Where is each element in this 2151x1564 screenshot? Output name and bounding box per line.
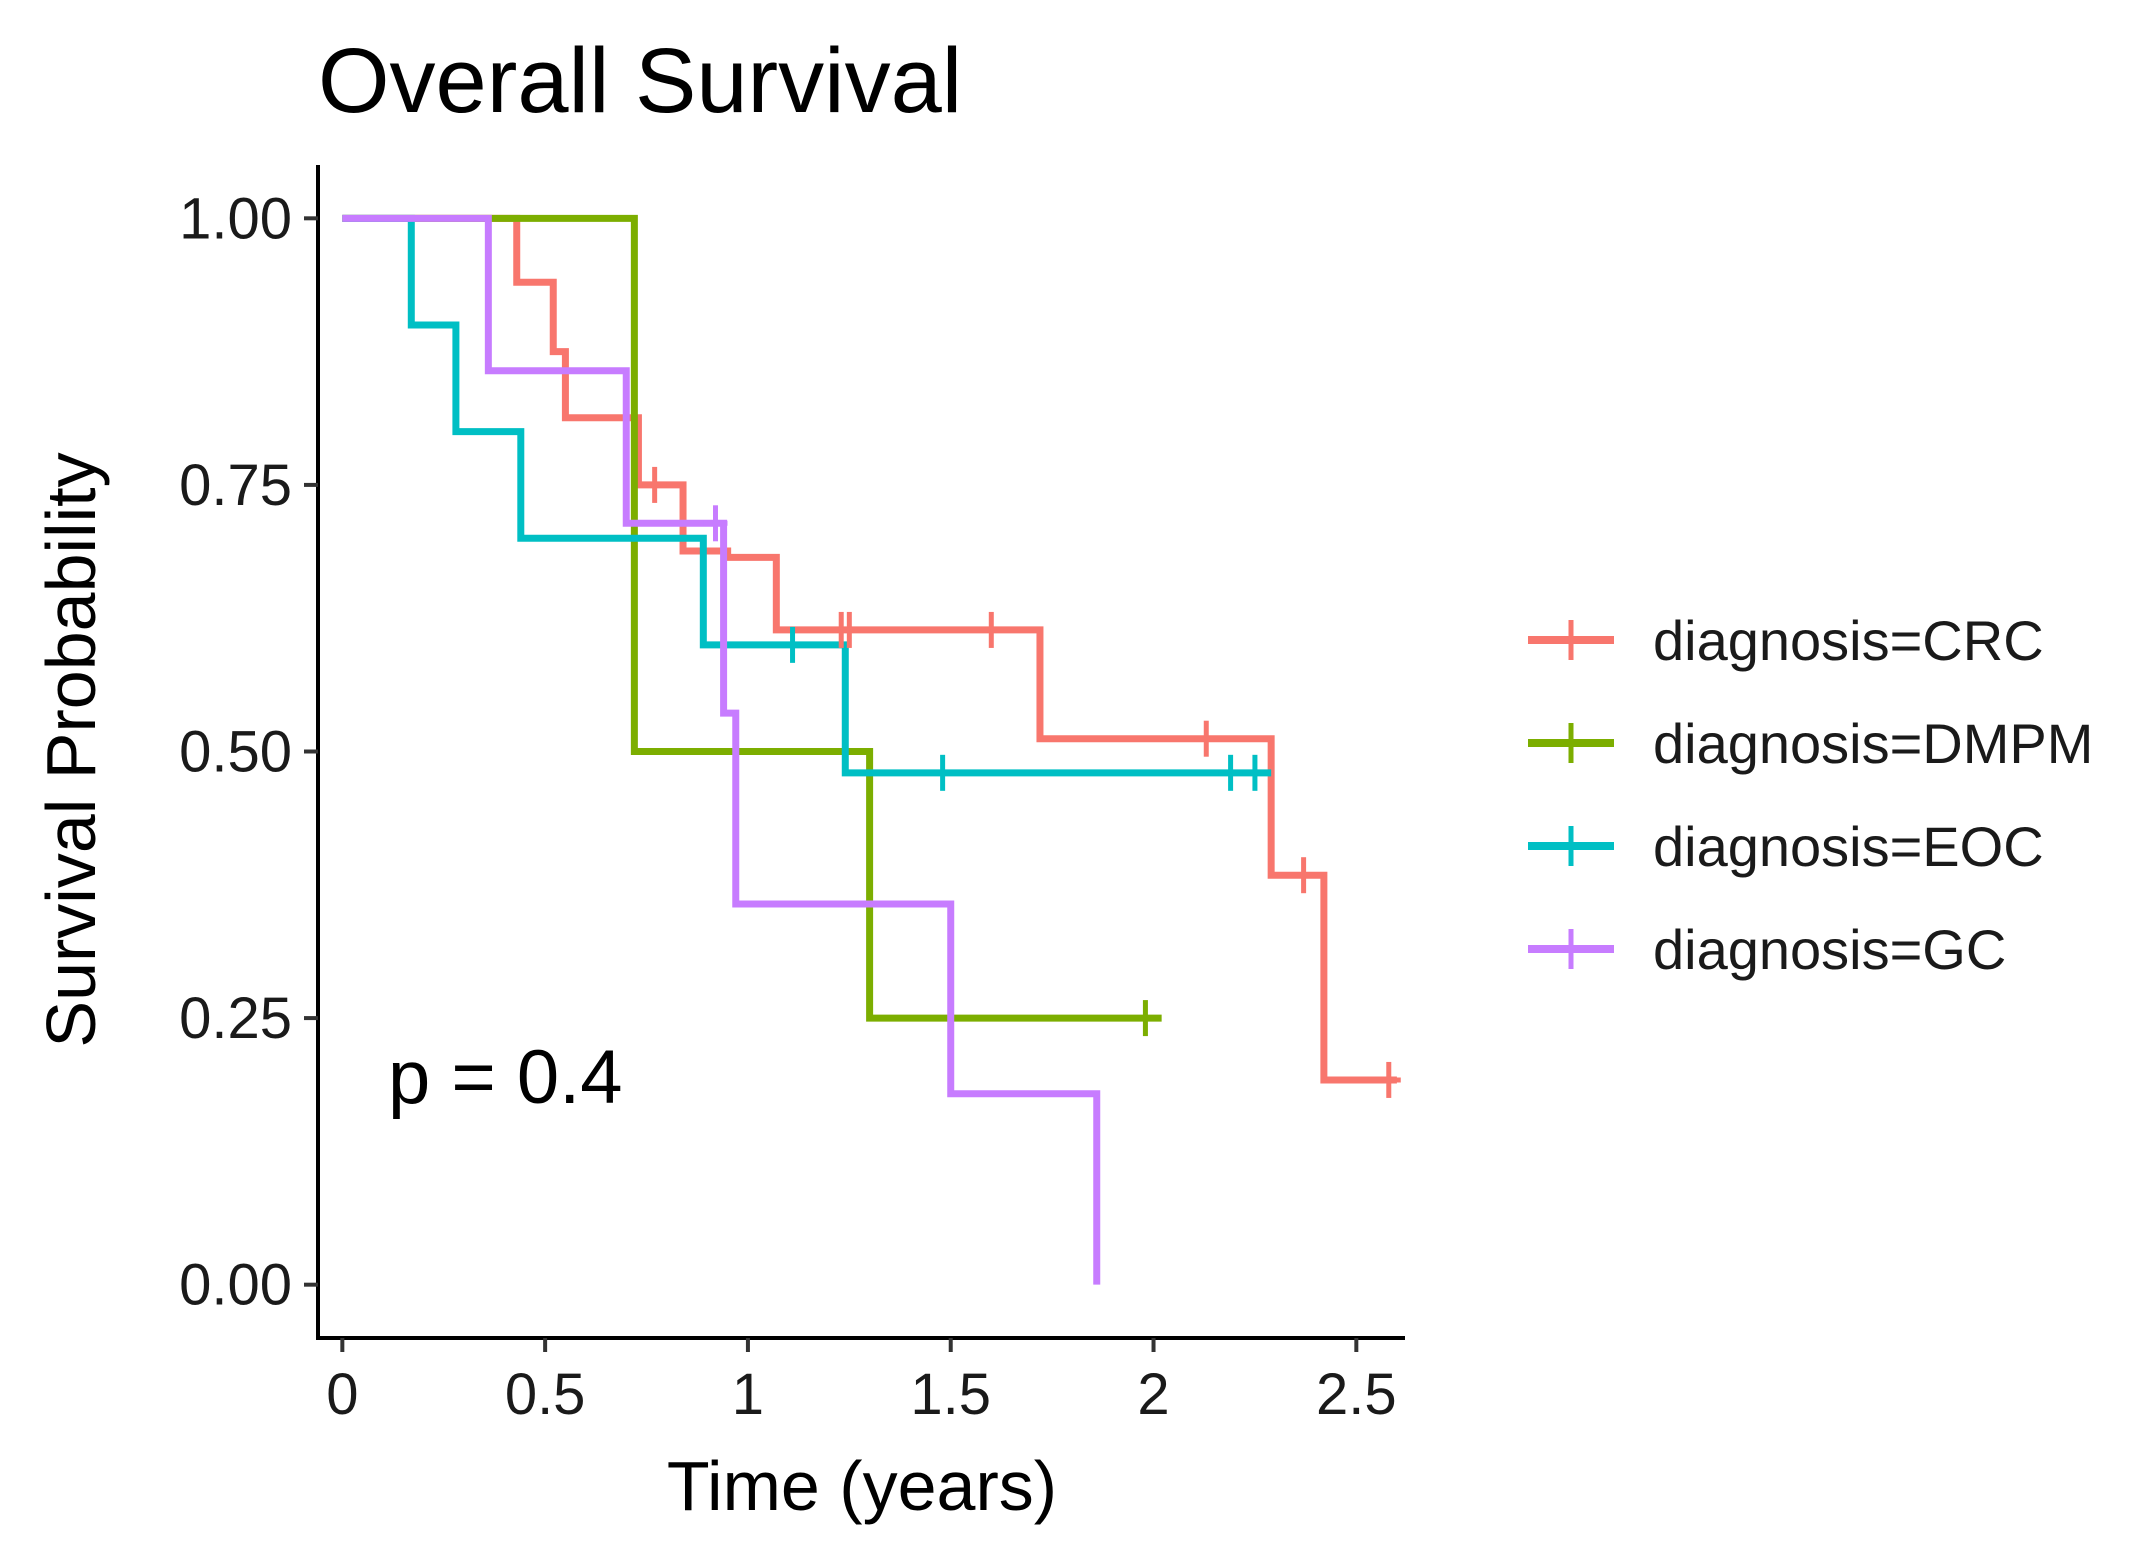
survival-curves [342,214,1397,1285]
legend-label: diagnosis=EOC [1653,815,2044,878]
censor-mark [1291,857,1316,894]
censor-mark [1133,1000,1158,1037]
y-tick-label: 0.50 [179,720,292,785]
legend: diagnosis=CRC diagnosis=DMPM diagnosis=EOC… [1528,609,2093,981]
censor-mark [642,466,667,503]
censor-mark [703,505,728,542]
censor-mark [1242,754,1267,791]
survival-curve-1 [342,214,1162,1022]
x-axis-title: Time (years) [667,1447,1057,1525]
legend-item: diagnosis=CRC [1528,609,2044,672]
censor-mark [1194,720,1219,757]
y-tick-label: 0.00 [179,1253,292,1318]
y-tick-label: 1.00 [179,186,292,251]
y-tick-label: 0.25 [179,986,292,1051]
censor-mark [930,754,955,791]
legend-label: diagnosis=GC [1653,918,2006,981]
y-tick-label: 0.75 [179,453,292,518]
x-tick-label: 2 [1137,1362,1169,1427]
x-axis-ticks: 0 0.5 1 1.5 2 2.5 [326,1338,1397,1427]
plot-area: 0.00 0.25 0.50 0.75 1.00 0 0.5 1 1.5 2 2.5 p = 0.… [179,165,1405,1427]
x-tick-label: 0.5 [505,1362,586,1427]
x-tick-label: 0 [326,1362,358,1427]
legend-label: diagnosis=CRC [1653,609,2044,672]
survival-curve-3 [342,214,1101,1285]
censor-mark [1376,1061,1401,1098]
censor-mark [837,611,862,648]
legend-item: diagnosis=EOC [1528,815,2044,878]
x-tick-label: 1 [732,1362,764,1427]
chart-title: Overall Survival [318,30,962,132]
censor-mark [1218,754,1243,791]
censor-marks [642,466,1401,1098]
survival-curve-2 [342,214,1272,777]
censor-mark [780,626,805,663]
censor-mark [979,611,1004,648]
legend-item: diagnosis=GC [1528,918,2006,981]
legend-item: diagnosis=DMPM [1528,712,2093,775]
y-axis-ticks: 0.00 0.25 0.50 0.75 1.00 [179,186,318,1318]
x-tick-label: 2.5 [1316,1362,1397,1427]
x-tick-label: 1.5 [910,1362,991,1427]
legend-label: diagnosis=DMPM [1653,712,2093,775]
y-axis-title: Survival Probability [32,452,110,1047]
p-value-annotation: p = 0.4 [388,1035,623,1120]
